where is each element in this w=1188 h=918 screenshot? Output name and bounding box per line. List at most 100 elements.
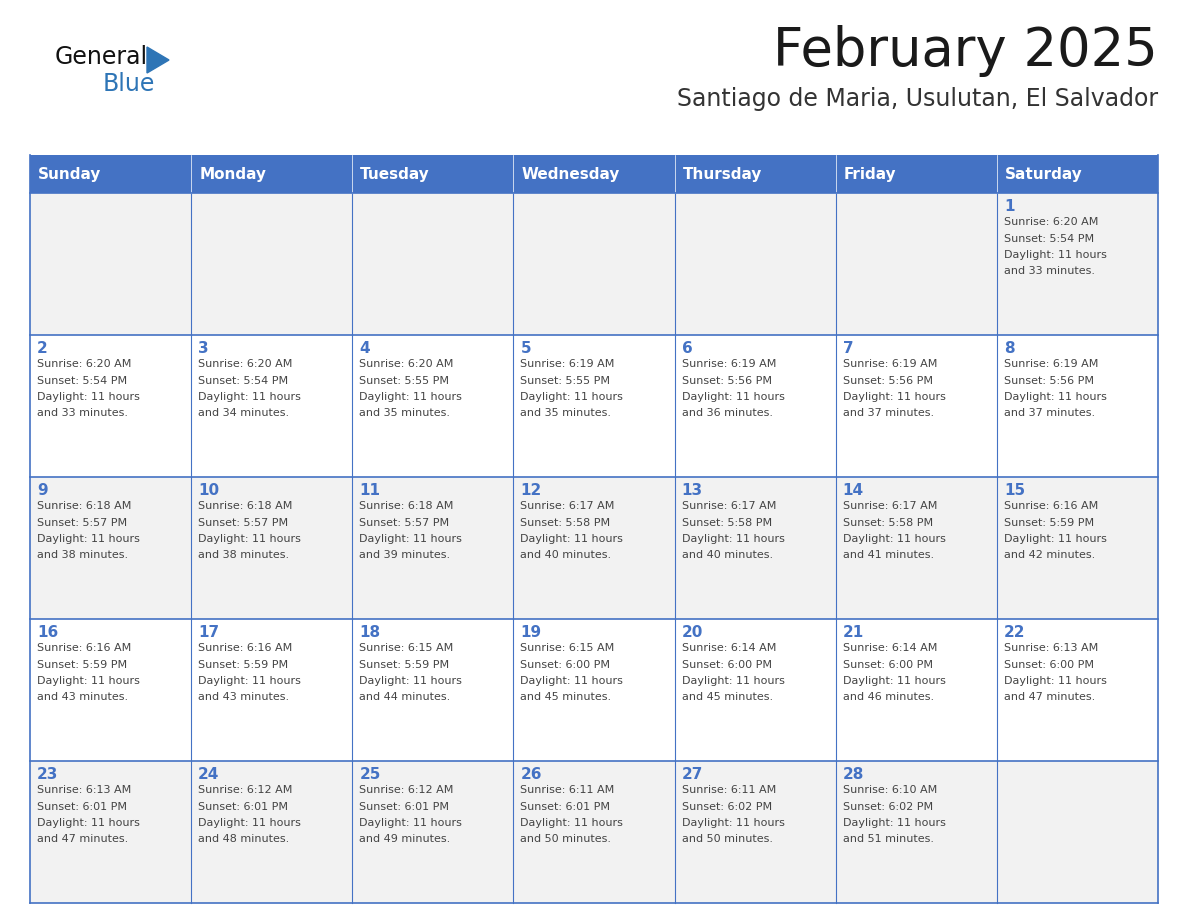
Text: Daylight: 11 hours: Daylight: 11 hours xyxy=(198,534,301,544)
Text: 25: 25 xyxy=(359,767,380,782)
Bar xyxy=(30,335,1158,477)
Bar xyxy=(30,761,1158,903)
Text: Sunset: 6:00 PM: Sunset: 6:00 PM xyxy=(682,659,771,669)
Text: 28: 28 xyxy=(842,767,864,782)
Text: Sunset: 5:55 PM: Sunset: 5:55 PM xyxy=(520,375,611,386)
Text: Sunrise: 6:20 AM: Sunrise: 6:20 AM xyxy=(198,359,292,369)
Text: Daylight: 11 hours: Daylight: 11 hours xyxy=(198,392,301,402)
Text: 16: 16 xyxy=(37,625,58,640)
Text: Sunset: 5:55 PM: Sunset: 5:55 PM xyxy=(359,375,449,386)
Text: General: General xyxy=(55,45,148,69)
Text: 26: 26 xyxy=(520,767,542,782)
Text: Sunset: 5:59 PM: Sunset: 5:59 PM xyxy=(359,659,449,669)
Text: Sunset: 5:54 PM: Sunset: 5:54 PM xyxy=(198,375,289,386)
Text: 9: 9 xyxy=(37,483,48,498)
Text: 1: 1 xyxy=(1004,199,1015,214)
Text: Sunset: 5:54 PM: Sunset: 5:54 PM xyxy=(37,375,127,386)
Text: Sunrise: 6:18 AM: Sunrise: 6:18 AM xyxy=(37,501,132,511)
Text: and 38 minutes.: and 38 minutes. xyxy=(198,551,289,561)
Text: Sunset: 5:58 PM: Sunset: 5:58 PM xyxy=(520,518,611,528)
Text: Sunrise: 6:19 AM: Sunrise: 6:19 AM xyxy=(682,359,776,369)
Text: and 44 minutes.: and 44 minutes. xyxy=(359,692,450,702)
Text: and 46 minutes.: and 46 minutes. xyxy=(842,692,934,702)
Text: Sunrise: 6:12 AM: Sunrise: 6:12 AM xyxy=(359,785,454,795)
Text: and 43 minutes.: and 43 minutes. xyxy=(198,692,289,702)
Text: Monday: Monday xyxy=(200,166,266,182)
Bar xyxy=(30,619,1158,761)
Text: and 45 minutes.: and 45 minutes. xyxy=(520,692,612,702)
Bar xyxy=(30,477,1158,619)
Text: and 45 minutes.: and 45 minutes. xyxy=(682,692,772,702)
Text: 17: 17 xyxy=(198,625,220,640)
Text: Daylight: 11 hours: Daylight: 11 hours xyxy=(1004,392,1107,402)
Text: 11: 11 xyxy=(359,483,380,498)
Text: and 49 minutes.: and 49 minutes. xyxy=(359,834,450,845)
Text: 6: 6 xyxy=(682,341,693,356)
Text: and 38 minutes.: and 38 minutes. xyxy=(37,551,128,561)
Text: Daylight: 11 hours: Daylight: 11 hours xyxy=(842,818,946,828)
Text: and 34 minutes.: and 34 minutes. xyxy=(198,409,289,419)
Text: 12: 12 xyxy=(520,483,542,498)
Text: Daylight: 11 hours: Daylight: 11 hours xyxy=(520,392,624,402)
Text: Daylight: 11 hours: Daylight: 11 hours xyxy=(682,818,784,828)
Text: 24: 24 xyxy=(198,767,220,782)
Text: Daylight: 11 hours: Daylight: 11 hours xyxy=(37,676,140,686)
Text: Daylight: 11 hours: Daylight: 11 hours xyxy=(682,676,784,686)
Text: 21: 21 xyxy=(842,625,864,640)
Text: Sunset: 6:01 PM: Sunset: 6:01 PM xyxy=(37,801,127,812)
Text: February 2025: February 2025 xyxy=(773,25,1158,77)
Text: 4: 4 xyxy=(359,341,369,356)
Text: 2: 2 xyxy=(37,341,48,356)
Text: Daylight: 11 hours: Daylight: 11 hours xyxy=(198,818,301,828)
Text: and 40 minutes.: and 40 minutes. xyxy=(520,551,612,561)
Text: and 47 minutes.: and 47 minutes. xyxy=(1004,692,1095,702)
Text: Sunset: 5:58 PM: Sunset: 5:58 PM xyxy=(842,518,933,528)
Text: Sunset: 5:58 PM: Sunset: 5:58 PM xyxy=(682,518,772,528)
Text: Daylight: 11 hours: Daylight: 11 hours xyxy=(198,676,301,686)
Text: Sunrise: 6:19 AM: Sunrise: 6:19 AM xyxy=(520,359,615,369)
Text: Sunrise: 6:18 AM: Sunrise: 6:18 AM xyxy=(359,501,454,511)
Text: Saturday: Saturday xyxy=(1005,166,1082,182)
Text: Sunset: 5:54 PM: Sunset: 5:54 PM xyxy=(1004,233,1094,243)
Text: 27: 27 xyxy=(682,767,703,782)
Text: Sunset: 5:57 PM: Sunset: 5:57 PM xyxy=(198,518,289,528)
Text: Sunrise: 6:10 AM: Sunrise: 6:10 AM xyxy=(842,785,937,795)
Text: 23: 23 xyxy=(37,767,58,782)
Text: Sunset: 5:59 PM: Sunset: 5:59 PM xyxy=(198,659,289,669)
Text: and 37 minutes.: and 37 minutes. xyxy=(842,409,934,419)
Text: Daylight: 11 hours: Daylight: 11 hours xyxy=(520,818,624,828)
Text: Sunrise: 6:15 AM: Sunrise: 6:15 AM xyxy=(520,643,614,653)
Text: 15: 15 xyxy=(1004,483,1025,498)
Bar xyxy=(30,155,1158,193)
Text: Sunset: 5:56 PM: Sunset: 5:56 PM xyxy=(682,375,771,386)
Text: Sunrise: 6:17 AM: Sunrise: 6:17 AM xyxy=(682,501,776,511)
Text: Sunrise: 6:14 AM: Sunrise: 6:14 AM xyxy=(842,643,937,653)
Text: Sunset: 6:00 PM: Sunset: 6:00 PM xyxy=(520,659,611,669)
Text: Daylight: 11 hours: Daylight: 11 hours xyxy=(682,534,784,544)
Text: Sunset: 5:59 PM: Sunset: 5:59 PM xyxy=(1004,518,1094,528)
Text: Daylight: 11 hours: Daylight: 11 hours xyxy=(37,534,140,544)
Text: Daylight: 11 hours: Daylight: 11 hours xyxy=(682,392,784,402)
Text: Sunset: 6:01 PM: Sunset: 6:01 PM xyxy=(359,801,449,812)
Text: and 41 minutes.: and 41 minutes. xyxy=(842,551,934,561)
Text: Sunrise: 6:20 AM: Sunrise: 6:20 AM xyxy=(1004,217,1098,227)
Polygon shape xyxy=(147,47,169,73)
Text: 19: 19 xyxy=(520,625,542,640)
Text: 10: 10 xyxy=(198,483,220,498)
Text: and 35 minutes.: and 35 minutes. xyxy=(520,409,612,419)
Text: 18: 18 xyxy=(359,625,380,640)
Text: Sunset: 6:02 PM: Sunset: 6:02 PM xyxy=(842,801,933,812)
Text: Sunrise: 6:14 AM: Sunrise: 6:14 AM xyxy=(682,643,776,653)
Text: Daylight: 11 hours: Daylight: 11 hours xyxy=(1004,676,1107,686)
Text: 20: 20 xyxy=(682,625,703,640)
Text: and 51 minutes.: and 51 minutes. xyxy=(842,834,934,845)
Text: Sunday: Sunday xyxy=(38,166,101,182)
Text: Sunset: 5:56 PM: Sunset: 5:56 PM xyxy=(842,375,933,386)
Text: Daylight: 11 hours: Daylight: 11 hours xyxy=(1004,534,1107,544)
Text: Daylight: 11 hours: Daylight: 11 hours xyxy=(842,534,946,544)
Text: Sunrise: 6:16 AM: Sunrise: 6:16 AM xyxy=(37,643,131,653)
Text: Daylight: 11 hours: Daylight: 11 hours xyxy=(842,676,946,686)
Text: Sunrise: 6:12 AM: Sunrise: 6:12 AM xyxy=(198,785,292,795)
Text: and 33 minutes.: and 33 minutes. xyxy=(37,409,128,419)
Text: and 39 minutes.: and 39 minutes. xyxy=(359,551,450,561)
